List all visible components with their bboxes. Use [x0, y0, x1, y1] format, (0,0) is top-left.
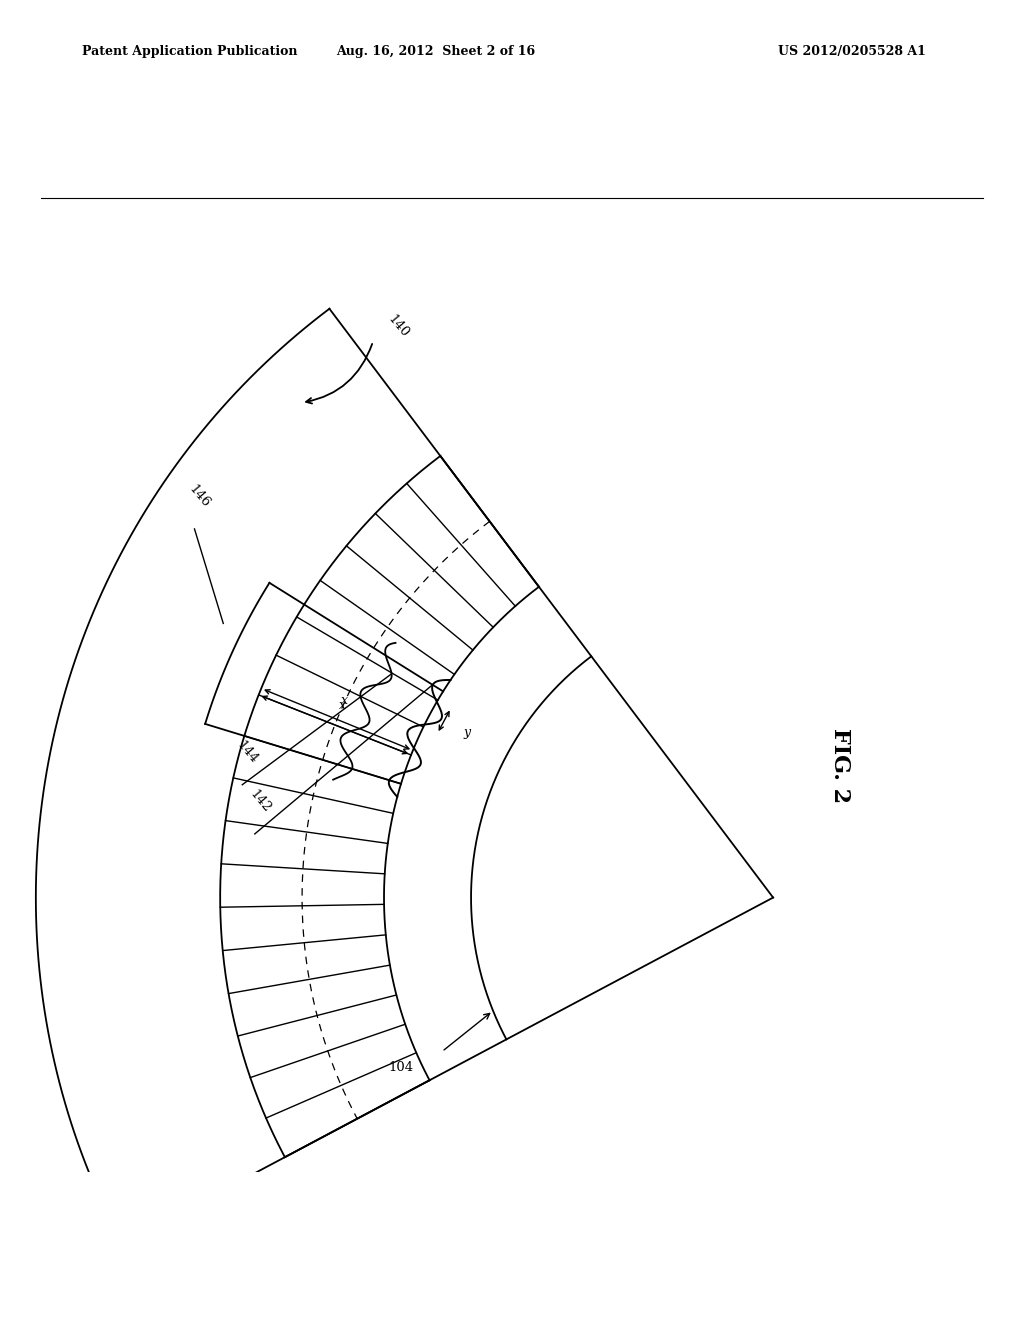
Text: x: x [341, 694, 348, 708]
Text: 104: 104 [388, 1060, 414, 1073]
Text: US 2012/0205528 A1: US 2012/0205528 A1 [778, 45, 926, 58]
Text: x: x [339, 700, 346, 713]
Text: y: y [463, 726, 470, 739]
Text: Patent Application Publication: Patent Application Publication [82, 45, 297, 58]
Text: Aug. 16, 2012  Sheet 2 of 16: Aug. 16, 2012 Sheet 2 of 16 [336, 45, 535, 58]
Text: FIG. 2: FIG. 2 [828, 729, 851, 803]
Text: 144: 144 [234, 739, 260, 767]
Text: 142: 142 [247, 788, 273, 816]
Text: 146: 146 [186, 483, 213, 511]
Text: 140: 140 [386, 312, 412, 339]
